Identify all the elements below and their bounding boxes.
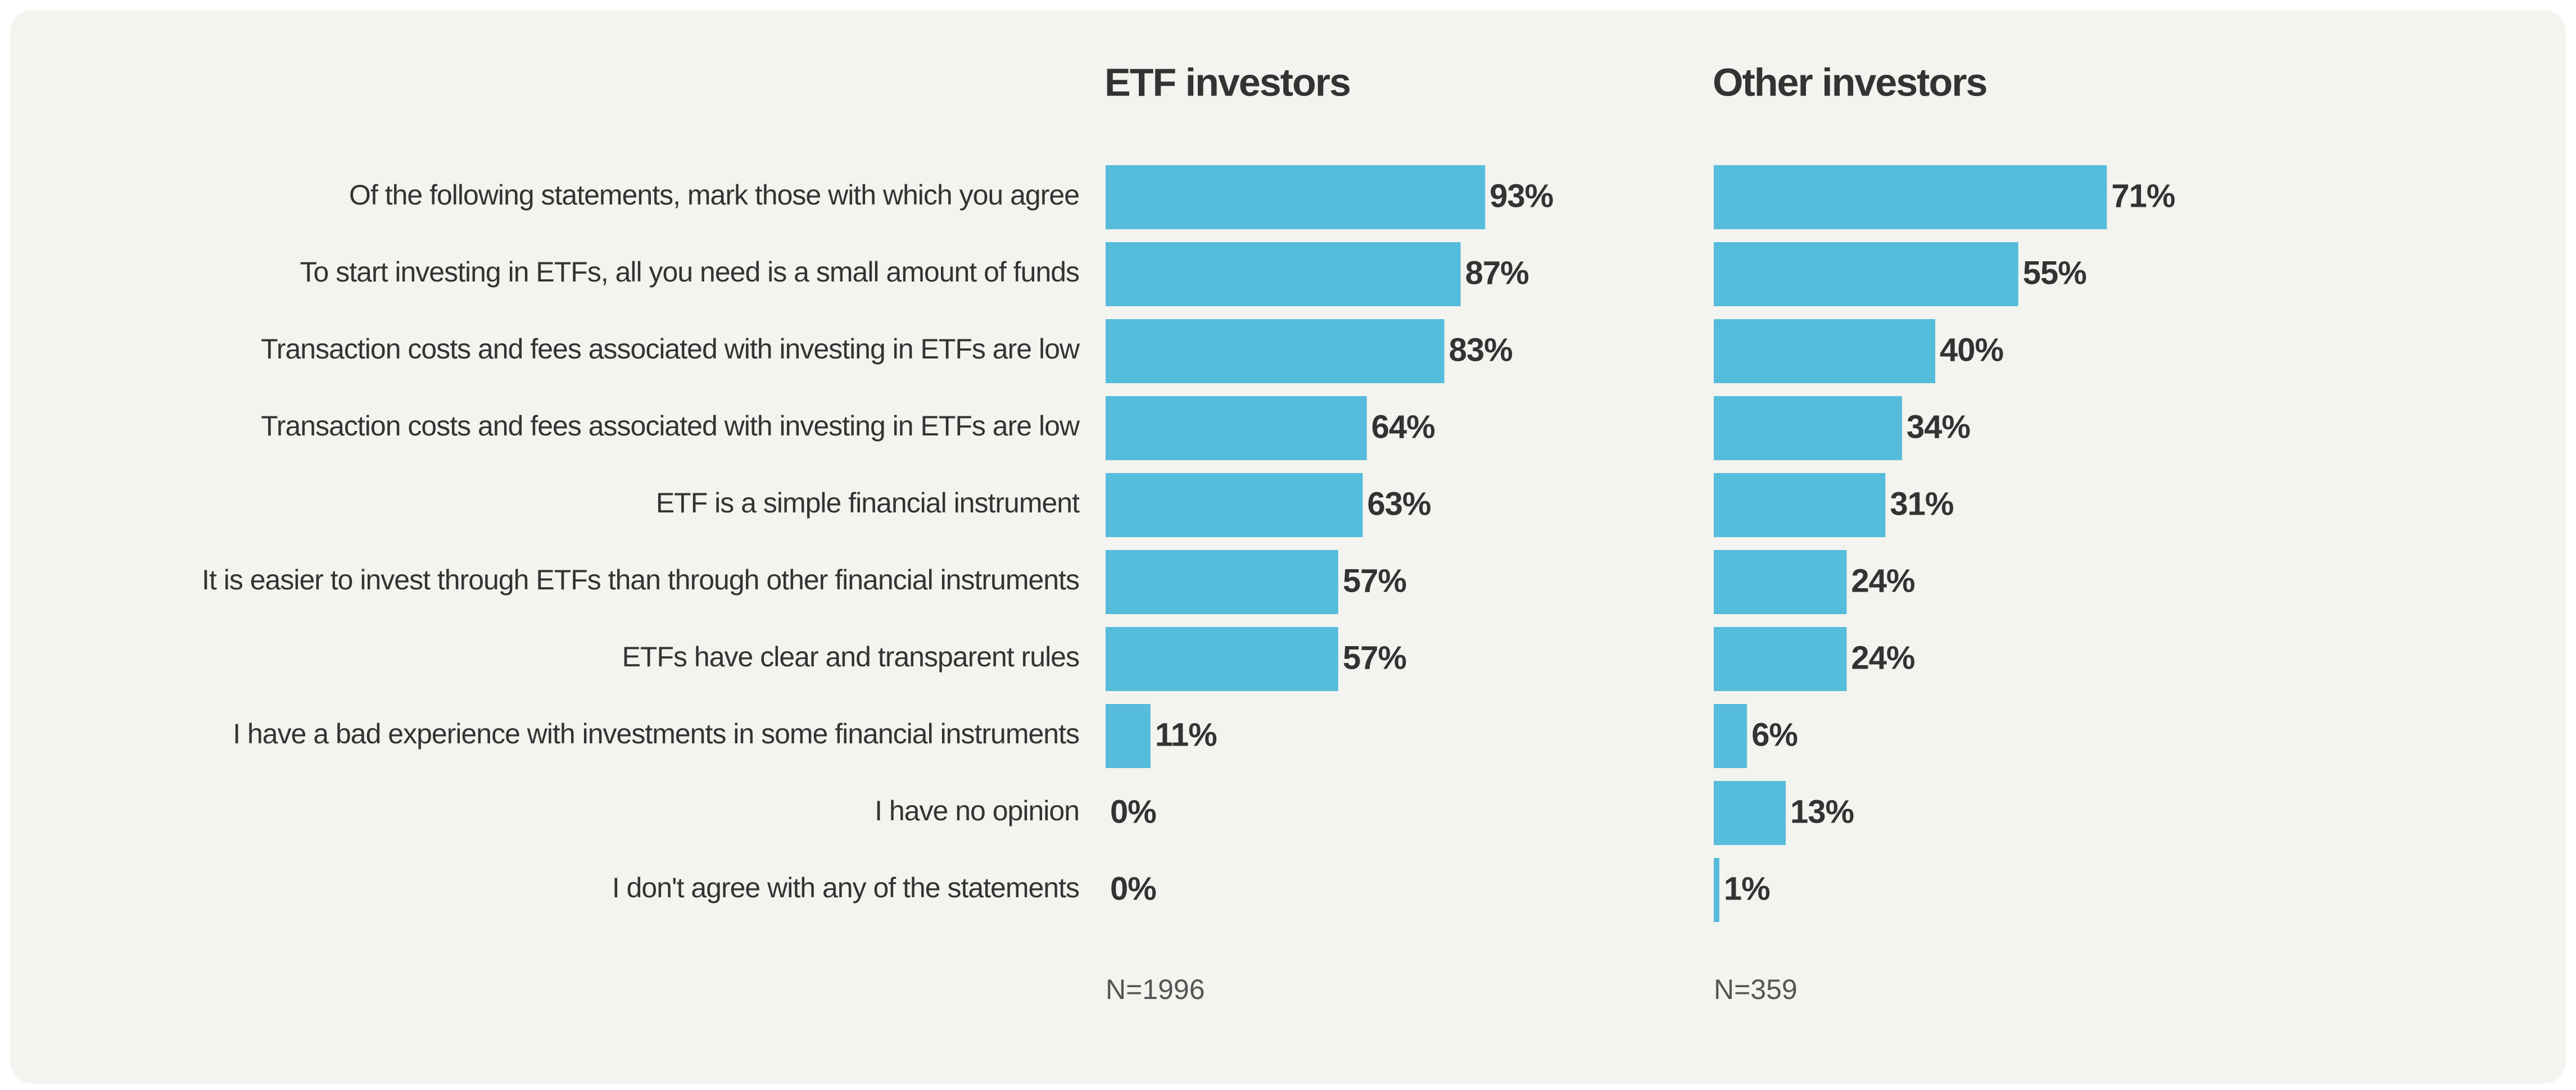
value-label: 1% bbox=[1724, 870, 1770, 907]
bar bbox=[1106, 319, 1445, 383]
bar bbox=[1714, 165, 2107, 229]
category-label: Transaction costs and fees associated wi… bbox=[261, 410, 1080, 442]
bar bbox=[1714, 242, 2018, 306]
category-label: Transaction costs and fees associated wi… bbox=[261, 333, 1080, 365]
value-label: 93% bbox=[1490, 178, 1554, 214]
category-label: I don't agree with any of the statements bbox=[612, 872, 1079, 903]
value-label: 64% bbox=[1371, 408, 1436, 445]
value-label: 0% bbox=[1110, 793, 1156, 830]
bar bbox=[1714, 473, 1886, 537]
value-label: 34% bbox=[1907, 408, 1971, 445]
bar bbox=[1106, 165, 1486, 229]
bar bbox=[1106, 396, 1367, 460]
bar bbox=[1714, 704, 1747, 768]
bar bbox=[1714, 319, 1935, 383]
bar bbox=[1714, 550, 1847, 614]
bar bbox=[1106, 550, 1338, 614]
category-label: To start investing in ETFs, all you need… bbox=[300, 256, 1079, 288]
value-label: 24% bbox=[1851, 562, 1915, 599]
value-label: 31% bbox=[1890, 485, 1954, 522]
bar bbox=[1106, 473, 1363, 537]
value-label: 55% bbox=[2023, 255, 2087, 291]
bar bbox=[1714, 627, 1847, 691]
category-label: ETFs have clear and transparent rules bbox=[622, 641, 1079, 673]
category-label: It is easier to invest through ETFs than… bbox=[202, 564, 1079, 596]
category-label: ETF is a simple financial instrument bbox=[656, 487, 1080, 519]
sample-size-note: N=359 bbox=[1714, 974, 1798, 1005]
value-label: 57% bbox=[1343, 639, 1407, 676]
category-label: Of the following statements, mark those … bbox=[349, 179, 1079, 211]
value-label: 87% bbox=[1465, 255, 1529, 291]
value-label: 57% bbox=[1343, 562, 1407, 599]
value-label: 0% bbox=[1110, 870, 1156, 907]
value-label: 6% bbox=[1751, 716, 1798, 753]
bar bbox=[1106, 704, 1151, 768]
bar bbox=[1714, 396, 1902, 460]
value-label: 71% bbox=[2111, 178, 2175, 214]
value-label: 83% bbox=[1449, 331, 1513, 368]
bar bbox=[1106, 627, 1338, 691]
bar bbox=[1106, 242, 1461, 306]
value-label: 40% bbox=[1940, 331, 2004, 368]
category-label: I have no opinion bbox=[875, 795, 1079, 826]
value-label: 24% bbox=[1851, 639, 1915, 676]
panel-title: Other investors bbox=[1713, 60, 1986, 104]
value-label: 11% bbox=[1155, 716, 1217, 753]
bar bbox=[1714, 781, 1786, 845]
category-label: I have a bad experience with investments… bbox=[233, 718, 1079, 750]
value-label: 63% bbox=[1367, 485, 1431, 522]
value-label: 13% bbox=[1790, 793, 1854, 830]
bar bbox=[1714, 858, 1719, 922]
sample-size-note: N=1996 bbox=[1106, 974, 1205, 1005]
panel-title: ETF investors bbox=[1104, 60, 1350, 104]
